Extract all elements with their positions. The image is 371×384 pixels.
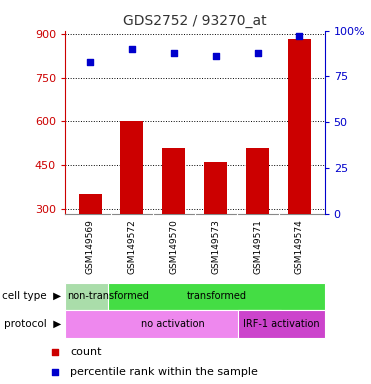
Text: protocol  ▶: protocol ▶ [4, 319, 61, 329]
Text: count: count [70, 347, 102, 357]
Text: GSM149570: GSM149570 [169, 219, 178, 274]
Point [171, 50, 177, 56]
Bar [108, 283, 325, 310]
Point [52, 349, 58, 355]
Bar [246, 148, 269, 297]
Text: cell type  ▶: cell type ▶ [2, 291, 61, 301]
Bar [162, 148, 186, 297]
Bar [238, 310, 325, 338]
Point [129, 46, 135, 52]
Bar [65, 283, 151, 310]
Point [52, 369, 58, 376]
Point [296, 33, 302, 39]
Text: GSM149572: GSM149572 [128, 219, 137, 274]
Point [213, 53, 219, 60]
Bar [288, 40, 311, 297]
Bar [204, 162, 227, 297]
Point [87, 59, 93, 65]
Text: percentile rank within the sample: percentile rank within the sample [70, 367, 258, 377]
Text: GSM149569: GSM149569 [86, 219, 95, 274]
Title: GDS2752 / 93270_at: GDS2752 / 93270_at [123, 14, 267, 28]
Bar [121, 121, 144, 297]
Bar [65, 310, 281, 338]
Text: non-transformed: non-transformed [67, 291, 149, 301]
Point [255, 50, 260, 56]
Text: GSM149574: GSM149574 [295, 219, 304, 274]
Text: no activation: no activation [141, 319, 205, 329]
Bar [79, 194, 102, 297]
Text: transformed: transformed [186, 291, 246, 301]
Text: GSM149571: GSM149571 [253, 219, 262, 274]
Text: GSM149573: GSM149573 [211, 219, 220, 274]
Text: IRF-1 activation: IRF-1 activation [243, 319, 320, 329]
